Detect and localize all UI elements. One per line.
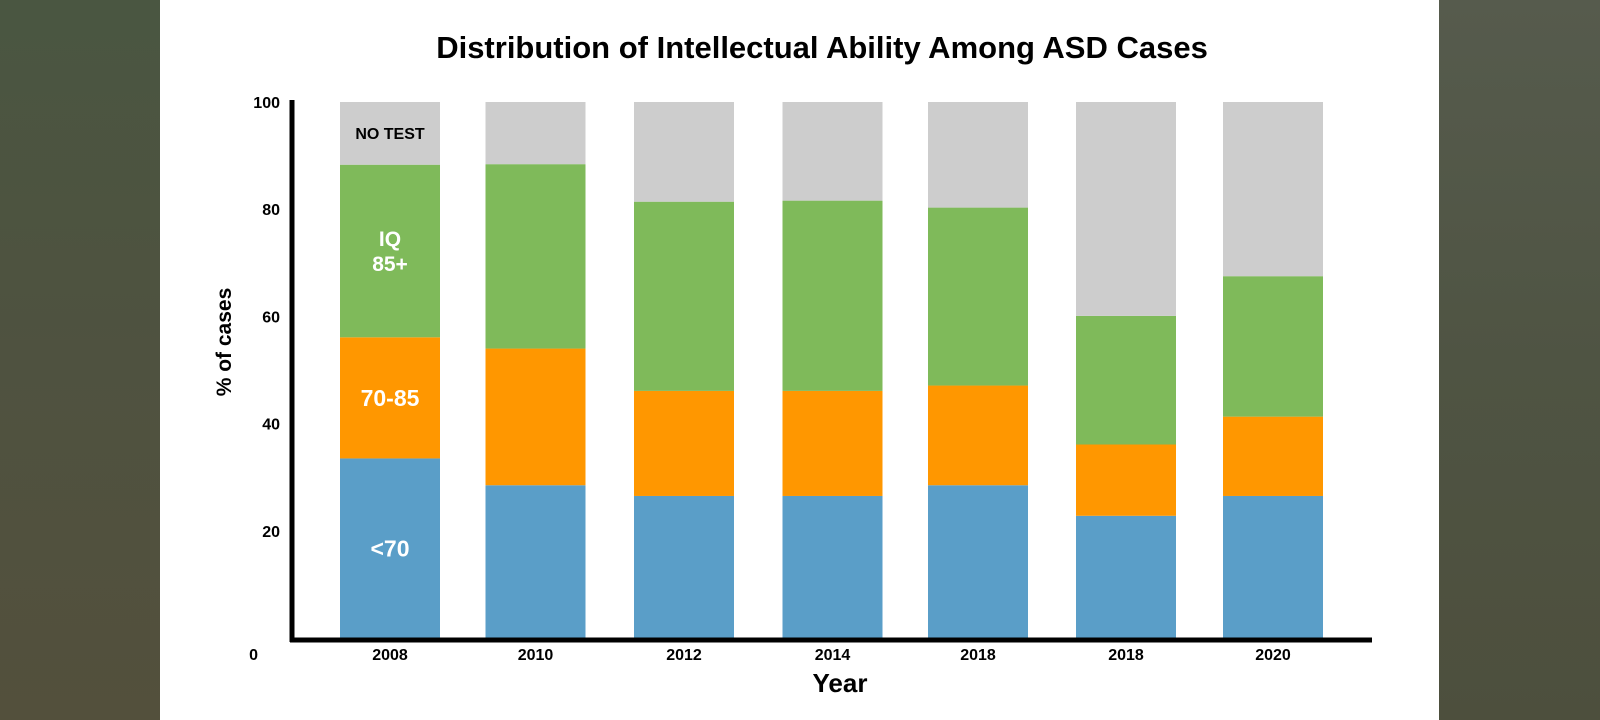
bar-segment-70-85-3 <box>782 390 883 496</box>
bar-segment-70-0 <box>340 458 440 638</box>
segment-label-0-line-0: <70 <box>370 535 409 561</box>
chart-title: Distribution of Intellectual Ability Amo… <box>436 30 1208 65</box>
y-ticks-group: 0 20 40 60 80 100 <box>249 95 280 664</box>
bar-segment-iq-85-3 <box>782 200 883 391</box>
segment-label-2-line-1: 85+ <box>372 253 408 276</box>
bar-segment-70-6 <box>1223 495 1323 638</box>
bar-segment-iq-85-1 <box>485 164 586 349</box>
y-tick-label-40: 40 <box>262 417 280 434</box>
x-tick-label-4: 2018 <box>960 647 996 664</box>
bar-segment-iq-85-0 <box>340 164 440 338</box>
bar-segment-70-85-1 <box>485 348 586 486</box>
bar-segment-70-3 <box>782 495 883 638</box>
bar-segment-no-test-6 <box>1223 102 1323 277</box>
bar-segment-iq-85-6 <box>1223 276 1323 417</box>
bar-segment-no-test-1 <box>485 102 586 165</box>
y-tick-label-60: 60 <box>262 309 280 326</box>
bar-segment-70-85-6 <box>1223 416 1323 496</box>
stacked-bar-chart: Distribution of Intellectual Ability Amo… <box>213 30 1372 698</box>
bar-segment-70-1 <box>485 485 586 638</box>
bar-segment-iq-85-5 <box>1076 315 1176 445</box>
right-background-margin <box>1439 0 1600 720</box>
bar-segment-70-5 <box>1076 515 1176 638</box>
x-ticks-group: 2008 2010 2012 2014 2018 2018 2020 <box>372 647 1291 664</box>
bar-segment-70-85-5 <box>1076 444 1176 516</box>
bar-segment-70-85-4 <box>928 385 1028 486</box>
bar-segment-70-4 <box>928 485 1028 638</box>
bars-group <box>340 102 1323 638</box>
bar-segment-no-test-3 <box>782 102 883 201</box>
y-tick-label-0: 0 <box>249 647 258 664</box>
y-tick-label-80: 80 <box>262 202 280 219</box>
y-tick-label-20: 20 <box>262 524 280 541</box>
y-axis-title: % of cases <box>213 288 236 397</box>
x-tick-label-5: 2018 <box>1108 647 1144 664</box>
bar-segment-70-85-2 <box>634 390 734 496</box>
x-tick-label-3: 2014 <box>815 647 851 664</box>
bar-segment-70-85-0 <box>340 337 440 459</box>
bar-segment-70-2 <box>634 495 734 638</box>
bar-segment-no-test-4 <box>928 102 1028 208</box>
x-tick-label-2: 2012 <box>666 647 702 664</box>
bar-segment-no-test-2 <box>634 102 734 202</box>
x-tick-label-0: 2008 <box>372 647 408 664</box>
x-axis-title: Year <box>813 668 868 698</box>
bar-segment-iq-85-4 <box>928 207 1028 386</box>
left-background-margin <box>0 0 160 720</box>
bar-segment-no-test-5 <box>1076 102 1176 316</box>
segment-label-1-line-0: 70-85 <box>361 385 420 411</box>
segment-label-2-line-0: IQ <box>379 228 401 251</box>
segment-label-3-line-0: NO TEST <box>355 126 425 143</box>
y-tick-label-100: 100 <box>253 95 280 112</box>
x-tick-label-6: 2020 <box>1255 647 1291 664</box>
chart-slide: Distribution of Intellectual Ability Amo… <box>160 0 1439 720</box>
bar-segment-iq-85-2 <box>634 201 734 391</box>
bar-segment-no-test-0 <box>340 102 440 165</box>
x-tick-label-1: 2010 <box>518 647 554 664</box>
